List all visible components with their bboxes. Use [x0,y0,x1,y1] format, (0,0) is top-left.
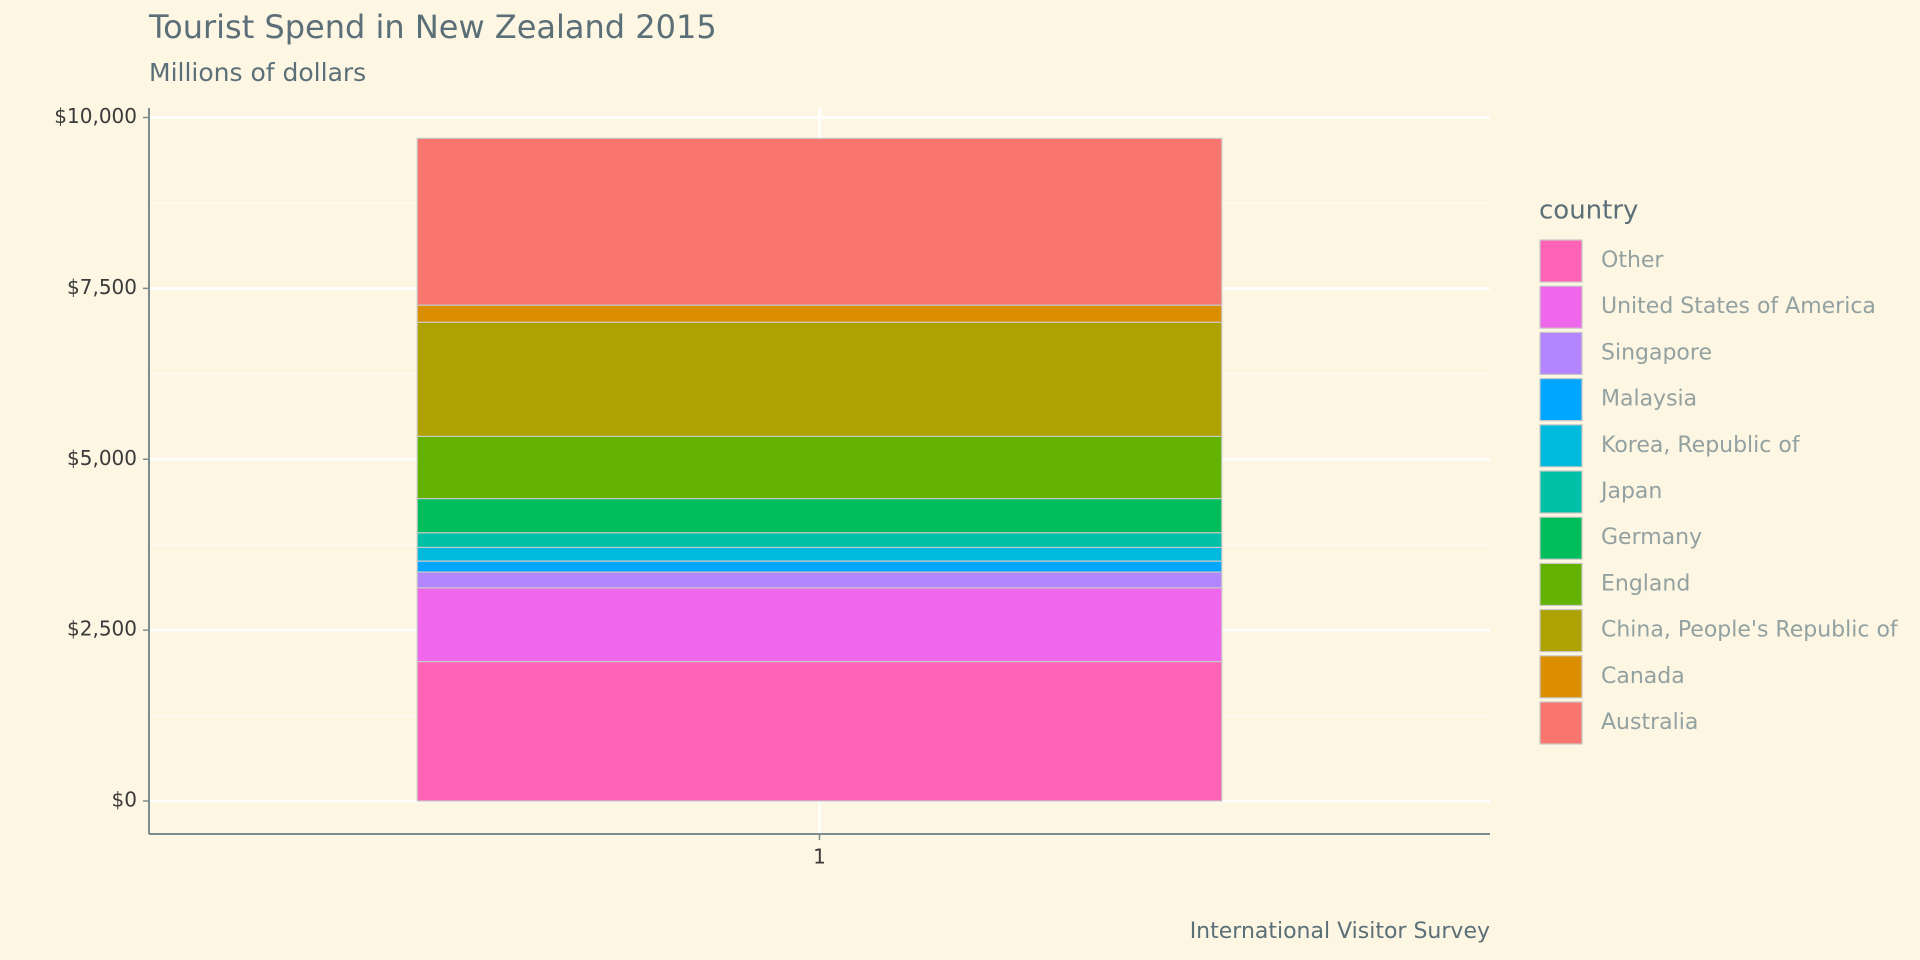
legend-label: Singapore [1601,340,1712,365]
bar-segment [416,321,1223,437]
legend-key [1539,378,1583,422]
bar-segment [416,137,1223,306]
legend-label: Korea, Republic of [1601,433,1801,458]
legend-key [1539,470,1583,514]
legend-key [1539,285,1583,329]
caption: International Visitor Survey [1190,919,1490,944]
bar-segment [416,304,1223,323]
bar-segment [416,546,1223,562]
bar-segment [416,587,1223,663]
legend-key [1539,516,1583,560]
legend-title: country [1539,196,1638,226]
bar-segment [416,435,1223,500]
legend-label: Canada [1601,664,1685,689]
x-tick-label: 1 [813,845,826,869]
y-tick-label: $5,000 [67,446,137,470]
legend-label: Other [1601,248,1664,273]
y-tick-label: $0 [112,788,137,812]
chart-title: Tourist Spend in New Zealand 2015 [148,8,717,46]
legend-key [1539,331,1583,375]
legend-label: China, People's Republic of [1601,618,1899,643]
legend-label: United States of America [1601,294,1876,319]
legend-key [1539,424,1583,468]
bar-segment [416,560,1223,573]
legend-key [1539,701,1583,745]
y-tick-label: $10,000 [54,104,137,128]
legend-key [1539,608,1583,653]
legend-label: Germany [1601,525,1702,550]
bar-segment [416,571,1223,589]
legend-key [1539,655,1583,699]
legend-label: Malaysia [1601,387,1697,412]
chart-subtitle: Millions of dollars [149,58,366,87]
bar-segment [416,532,1223,549]
legend-label: Australia [1601,710,1698,735]
bar-segment [416,660,1223,802]
bar-segment [416,497,1223,534]
legend-key [1539,239,1583,283]
legend-label: England [1601,571,1690,596]
y-tick-label: $2,500 [67,617,137,641]
legend-key [1539,562,1583,607]
y-tick-label: $7,500 [67,275,137,299]
legend-label: Japan [1599,479,1662,504]
